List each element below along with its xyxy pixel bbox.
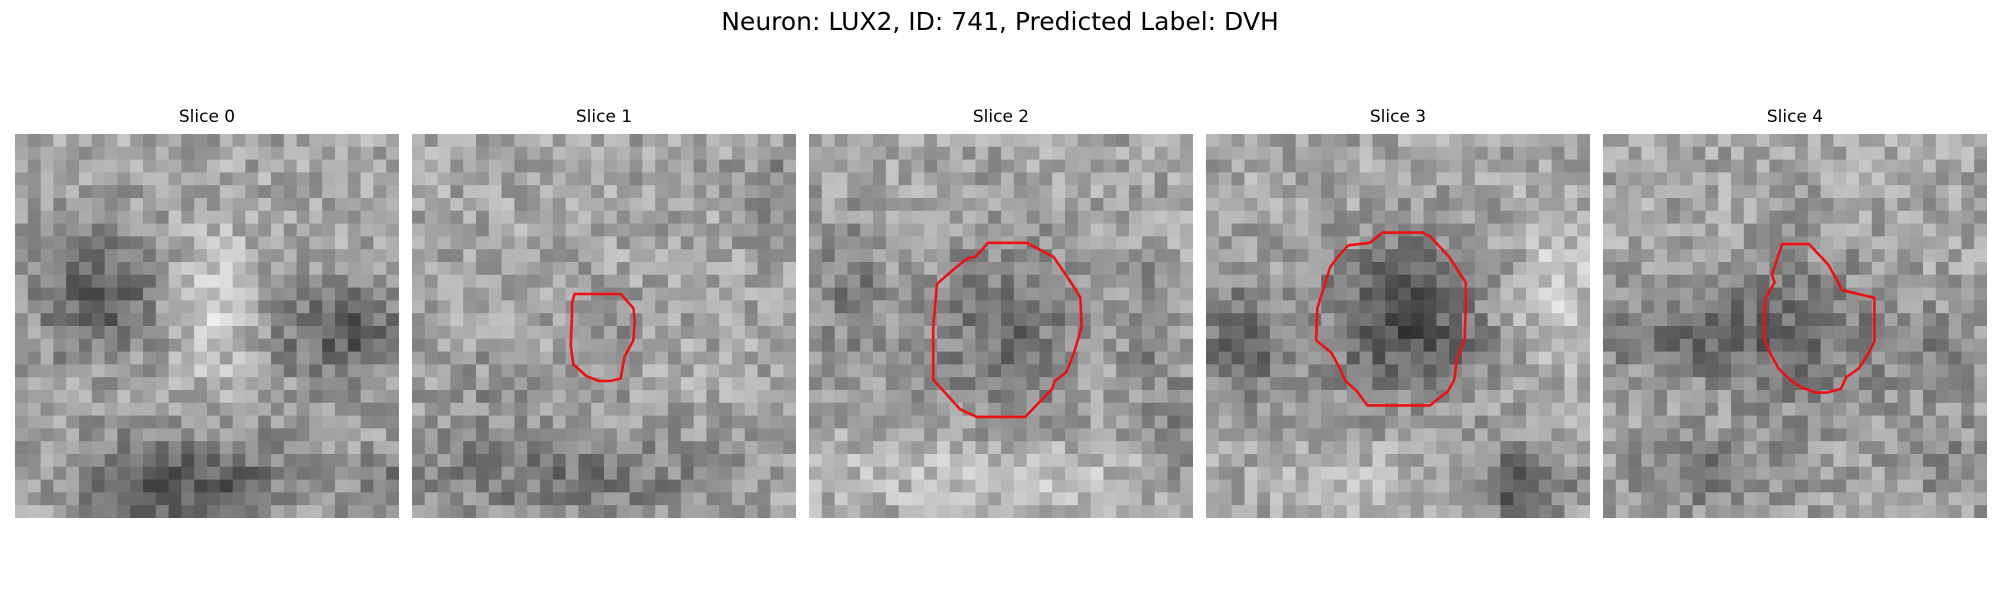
slice-panel-0: Slice 0 (15, 106, 399, 518)
pixel-grid (1206, 134, 1590, 518)
neuron-contour (1314, 231, 1468, 407)
pixel-grid (809, 134, 1193, 518)
slice-image (809, 134, 1193, 518)
slice-title: Slice 1 (575, 107, 633, 127)
figure-title: Neuron: LUX2, ID: 741, Predicted Label: … (721, 7, 1279, 36)
slice-image (1206, 134, 1590, 518)
slice-panel-1: Slice 1 (412, 106, 796, 518)
slice-image (15, 134, 399, 518)
slice-image (1603, 134, 1987, 518)
pixel-grid (412, 134, 796, 518)
slice-panel-3: Slice 3 (1206, 106, 1590, 518)
slice-panel-4: Slice 4 (1603, 106, 1987, 518)
pixel-grid (15, 134, 399, 518)
neuron-contour (931, 241, 1083, 419)
neuron-contour (569, 292, 636, 383)
slice-title: Slice 2 (972, 107, 1030, 127)
neuron-contour (1763, 242, 1876, 394)
slice-title: Slice 0 (178, 107, 236, 127)
pixel-grid (1603, 134, 1987, 518)
slice-title: Slice 3 (1369, 107, 1427, 127)
slice-title: Slice 4 (1766, 107, 1824, 127)
slice-image (412, 134, 796, 518)
slice-panel-2: Slice 2 (809, 106, 1193, 518)
